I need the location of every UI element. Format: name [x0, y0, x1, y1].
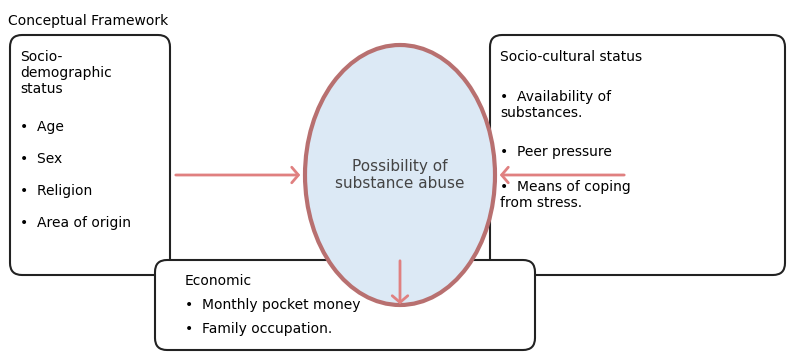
Text: •  Area of origin: • Area of origin	[20, 216, 131, 230]
FancyBboxPatch shape	[490, 35, 785, 275]
Text: •  Monthly pocket money: • Monthly pocket money	[185, 298, 360, 312]
Ellipse shape	[305, 45, 495, 305]
Text: •  Age: • Age	[20, 120, 64, 134]
Text: Possibility of
substance abuse: Possibility of substance abuse	[335, 159, 465, 191]
Text: •  Availability of
substances.: • Availability of substances.	[500, 90, 611, 120]
Text: •  Religion: • Religion	[20, 184, 92, 198]
Text: Socio-
demographic
status: Socio- demographic status	[20, 50, 112, 96]
Text: Socio-cultural status: Socio-cultural status	[500, 50, 642, 64]
Text: Economic: Economic	[185, 274, 252, 288]
FancyBboxPatch shape	[10, 35, 170, 275]
Text: •  Means of coping
from stress.: • Means of coping from stress.	[500, 180, 631, 210]
Text: •  Peer pressure: • Peer pressure	[500, 145, 612, 159]
FancyBboxPatch shape	[155, 260, 535, 350]
Text: Conceptual Framework: Conceptual Framework	[8, 14, 168, 28]
Text: •  Family occupation.: • Family occupation.	[185, 322, 332, 336]
Text: •  Sex: • Sex	[20, 152, 62, 166]
